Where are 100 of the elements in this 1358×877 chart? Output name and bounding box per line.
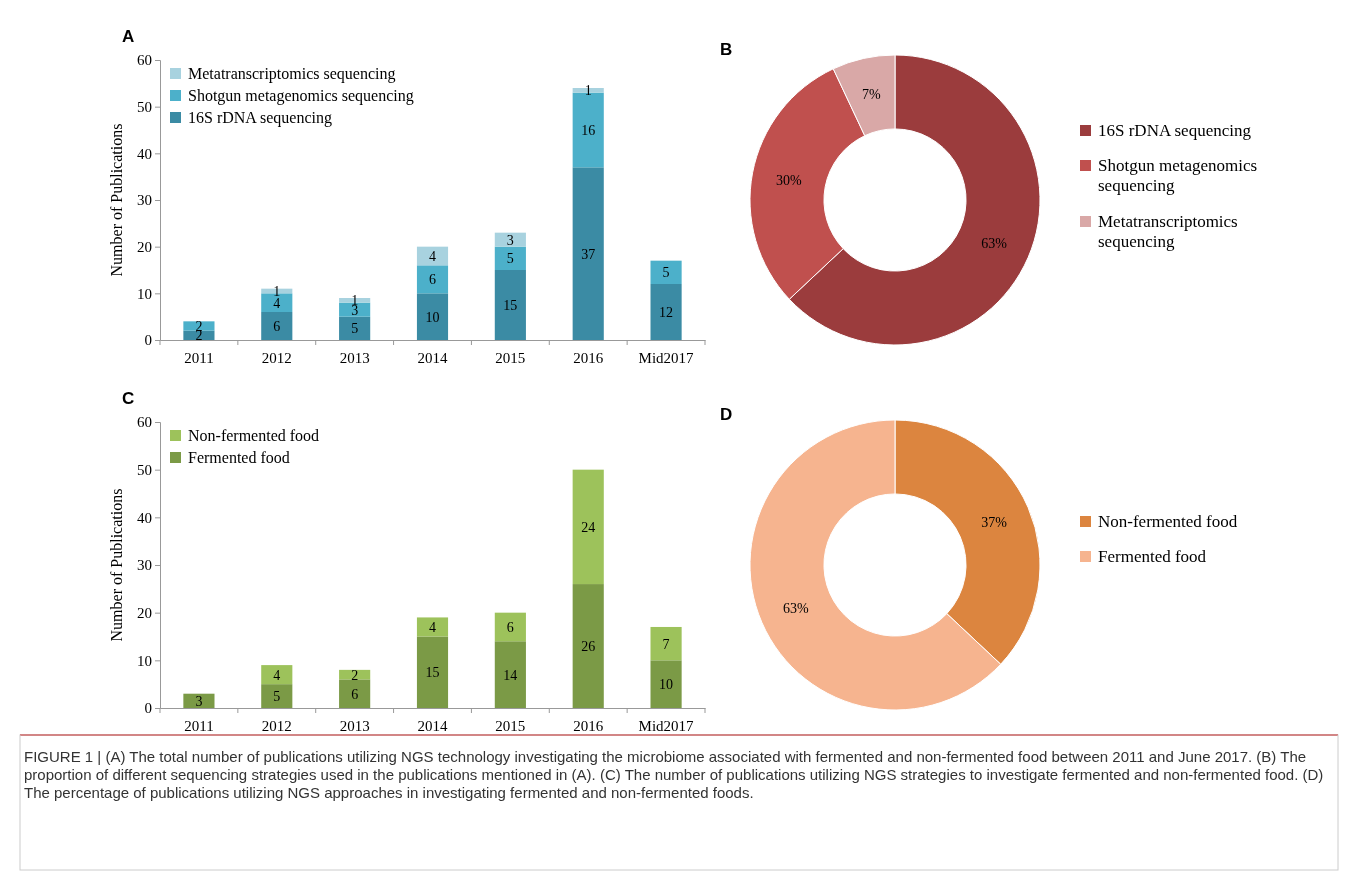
data-label: 5: [506, 251, 514, 267]
x-tick-label: 2013: [339, 717, 370, 734]
x-tick-label: 2015: [495, 717, 526, 734]
legend-label: Metatranscriptomics sequencing: [188, 65, 396, 83]
bar: [572, 469, 604, 585]
data-label: 63%: [783, 600, 810, 616]
y-tick-label: 50: [137, 98, 152, 115]
x-tick-label: 2015: [495, 349, 526, 366]
data-label: 10: [659, 677, 674, 693]
x-tick-label: 2011: [184, 717, 214, 734]
data-label: 7: [662, 636, 670, 652]
data-label: 5: [662, 265, 670, 281]
bar: [416, 617, 449, 637]
bar: [494, 246, 526, 270]
legend-label: Fermented food: [188, 449, 290, 466]
data-label: 24: [581, 519, 596, 535]
data-label: 3: [195, 693, 203, 709]
x-tick-label: Mid2017: [638, 349, 695, 366]
data-label: 7%: [862, 87, 882, 103]
chart-title: A: [122, 27, 135, 46]
y-tick-label: 50: [137, 461, 152, 478]
data-label: 63%: [981, 235, 1008, 251]
data-label: 1: [584, 83, 592, 99]
data-label: 2: [351, 667, 359, 683]
y-tick-label: 30: [137, 192, 152, 209]
data-label: 26: [581, 639, 596, 655]
chart-title: B: [720, 40, 733, 59]
data-label: 5: [273, 689, 281, 705]
bar: [416, 246, 449, 266]
bar: [494, 232, 526, 247]
chart-title: D: [720, 405, 733, 424]
x-tick-label: 2012: [261, 717, 292, 734]
legend-label: Non-fermented food: [1098, 512, 1238, 531]
bar: [494, 270, 526, 340]
y-tick-label: 40: [137, 145, 152, 162]
x-tick-label: 2016: [573, 349, 604, 366]
bar: [339, 316, 371, 340]
chart-title: C: [122, 389, 135, 408]
bar: [650, 660, 682, 708]
caption: FIGURE 1 | (A) The total number of publications utilizing NGS technology investigating the microbiome associated with fermented and non-fermented food between 2011 and June 2017. (B) The proportion of different sequencing strategies used in the publications mentioned in (A). (C) The number of publications utilizing NGS strategies to investigate fermented and non-fermented food. (D) The percentage of publications utilizing NGS approaches in investigating fermented and non-fermented foods.: [24, 748, 1324, 801]
y-tick-label: 20: [137, 238, 152, 255]
bar: [261, 312, 293, 340]
y-tick-label: 20: [137, 604, 152, 621]
data-label: 4: [273, 667, 281, 683]
data-label: 6: [429, 272, 436, 288]
data-label: 30%: [776, 172, 803, 188]
data-label: 6: [273, 319, 281, 334]
data-label: 5: [351, 321, 359, 337]
x-tick-label: 2016: [573, 717, 604, 734]
y-tick-label: 0: [144, 332, 152, 349]
legend-label: 16S rDNA sequencing: [188, 109, 332, 127]
data-label: 16: [581, 123, 596, 138]
y-tick-label: 60: [137, 52, 152, 69]
bar: [572, 167, 604, 340]
bar: [416, 293, 449, 340]
bar: [572, 584, 604, 708]
x-tick-label: Mid2017: [638, 717, 695, 734]
y-tick-label: 0: [144, 700, 152, 717]
bar: [261, 665, 293, 685]
bar: [650, 284, 682, 340]
data-label: 10: [425, 309, 440, 325]
x-tick-label: 2011: [184, 349, 214, 366]
bar: [261, 684, 293, 708]
y-axis-title: Number of Publications: [108, 488, 125, 642]
legend-label: Fermented food: [1098, 547, 1207, 566]
y-tick-label: 60: [137, 414, 152, 431]
y-tick-label: 40: [137, 509, 152, 526]
x-tick-label: 2013: [339, 349, 370, 366]
data-label: 37%: [981, 515, 1008, 530]
data-label: 6: [351, 686, 359, 702]
x-tick-label: 2014: [417, 349, 448, 366]
bar: [416, 636, 449, 708]
data-label: 6: [506, 619, 514, 635]
legend-label: 16S rDNA sequencing: [1098, 121, 1252, 140]
legend-label: Metatranscriptomics sequencing: [1098, 212, 1238, 252]
legend-label: Non-fermented food: [188, 427, 320, 444]
bar: [183, 330, 215, 340]
bar: [650, 260, 682, 284]
bar: [183, 321, 215, 331]
data-label: 15: [425, 665, 440, 681]
bar: [339, 679, 371, 708]
data-label: 12: [659, 305, 674, 320]
data-label: 4: [429, 619, 436, 635]
bar: [650, 626, 682, 661]
y-tick-label: 30: [137, 557, 152, 574]
bar: [494, 612, 526, 642]
data-label: 37: [581, 246, 596, 262]
legend-label: Shotgun metagenomics sequencing: [188, 87, 414, 105]
data-label: 15: [503, 298, 518, 313]
bar: [494, 641, 526, 708]
data-label: 14: [503, 667, 518, 683]
y-tick-label: 10: [137, 285, 152, 302]
data-label: 4: [429, 249, 436, 264]
y-axis-title: Number of Publications: [108, 123, 125, 277]
x-tick-label: 2014: [417, 717, 448, 734]
legend-label: Shotgun metagenomics sequencing: [1098, 156, 1258, 196]
y-tick-label: 10: [137, 652, 152, 669]
data-label: 3: [506, 232, 514, 248]
bar: [416, 265, 449, 294]
x-tick-label: 2012: [261, 349, 292, 366]
